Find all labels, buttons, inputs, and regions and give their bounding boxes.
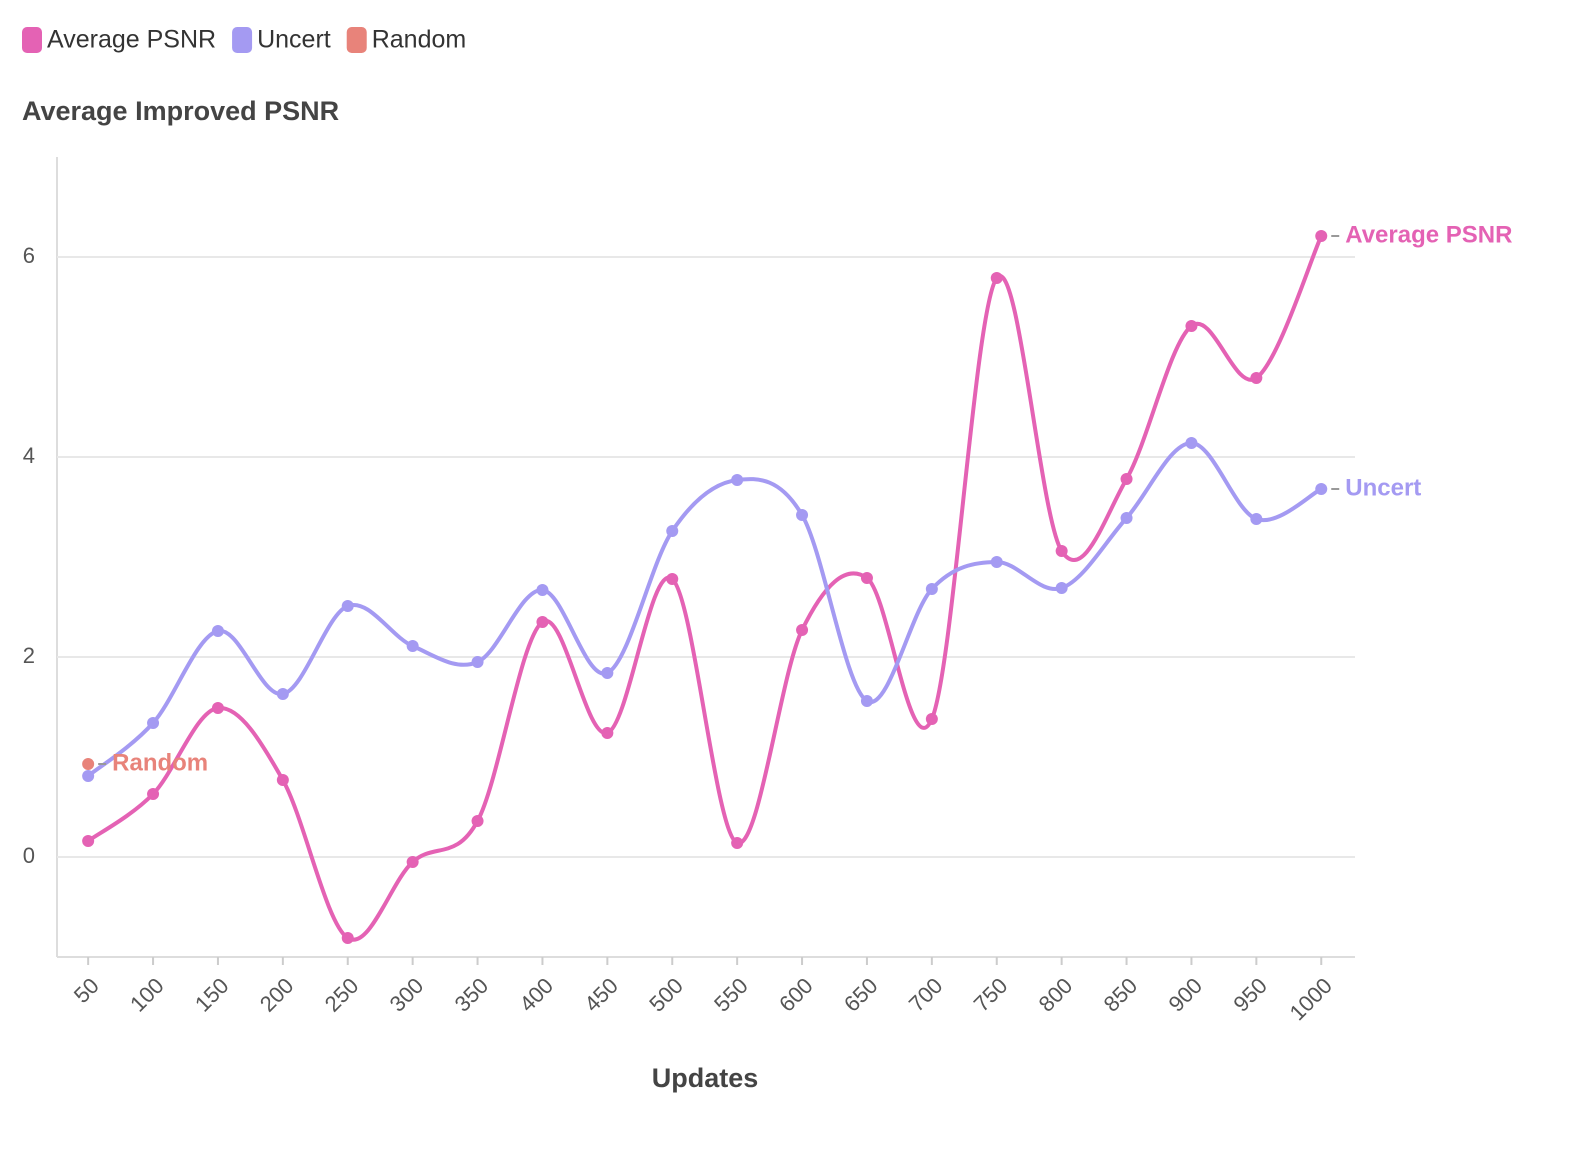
data-point (860, 572, 873, 584)
data-point (990, 272, 1003, 284)
data-point (666, 573, 679, 585)
x-tick-label: 600 (774, 973, 818, 1017)
end-label: Random (112, 749, 208, 776)
x-tick-label: 650 (839, 973, 883, 1017)
data-point (406, 640, 419, 652)
data-point (990, 556, 1003, 568)
data-point (471, 815, 484, 827)
data-point (1185, 437, 1198, 449)
x-tick-label: 700 (904, 973, 948, 1017)
data-point (860, 695, 873, 707)
data-point (211, 702, 224, 714)
data-point (601, 727, 614, 739)
data-point (1315, 483, 1328, 495)
data-point (147, 717, 160, 729)
y-tick-label: 4 (23, 443, 35, 468)
data-point (666, 525, 679, 537)
x-tick-label: 350 (450, 973, 494, 1017)
data-point (796, 509, 809, 521)
x-tick-label: 250 (320, 973, 364, 1017)
data-point (406, 856, 419, 868)
legend-swatch (346, 27, 367, 53)
x-axis-title: Updates (652, 1063, 759, 1093)
data-point (536, 584, 549, 596)
x-tick-label: 1000 (1285, 973, 1337, 1025)
data-point (1055, 582, 1068, 594)
data-point (1055, 545, 1068, 557)
data-point (796, 624, 809, 636)
x-tick-label: 800 (1034, 973, 1078, 1017)
y-tick-label: 0 (23, 843, 35, 868)
data-point (731, 837, 744, 849)
y-tick-label: 6 (23, 243, 35, 268)
data-point (601, 667, 614, 679)
data-point (276, 688, 289, 700)
legend-swatch (22, 27, 42, 53)
data-point (731, 474, 744, 486)
x-tick-label: 100 (125, 973, 169, 1017)
data-point (925, 713, 938, 725)
legend-label: Random (372, 26, 467, 54)
data-point (276, 774, 289, 786)
x-tick-label: 900 (1163, 973, 1207, 1017)
data-point (341, 600, 354, 612)
data-point (471, 656, 484, 668)
data-point (1120, 512, 1133, 524)
x-tick-label: 450 (579, 973, 623, 1017)
legend-swatch (232, 27, 253, 53)
data-point (1120, 473, 1133, 485)
x-tick-label: 150 (190, 973, 234, 1017)
x-tick-label: 750 (969, 973, 1013, 1017)
data-point (1315, 230, 1328, 242)
data-point (147, 788, 160, 800)
end-label: Uncert (1345, 474, 1421, 501)
series-line (86, 235, 1324, 942)
end-label: Average PSNR (1345, 221, 1512, 248)
x-tick-label: 400 (514, 973, 558, 1017)
data-point (1250, 372, 1263, 384)
x-tick-label: 850 (1099, 973, 1143, 1017)
data-point (82, 758, 95, 770)
legend-label: Uncert (257, 26, 331, 54)
data-point (925, 583, 938, 595)
y-tick-label: 2 (23, 643, 35, 668)
data-point (1185, 320, 1198, 332)
data-point (341, 932, 354, 944)
x-tick-label: 200 (255, 973, 299, 1017)
x-tick-label: 950 (1228, 973, 1272, 1017)
data-point (1250, 513, 1263, 525)
legend-label: Average PSNR (47, 26, 216, 54)
x-tick-label: 500 (644, 973, 688, 1017)
x-tick-label: 300 (385, 973, 429, 1017)
data-point (82, 835, 95, 847)
x-tick-label: 550 (709, 973, 753, 1017)
chart-title: Average Improved PSNR (22, 96, 339, 126)
data-point (82, 770, 95, 782)
data-point (211, 625, 224, 637)
data-point (536, 616, 549, 628)
x-tick-label: 50 (69, 973, 104, 1008)
